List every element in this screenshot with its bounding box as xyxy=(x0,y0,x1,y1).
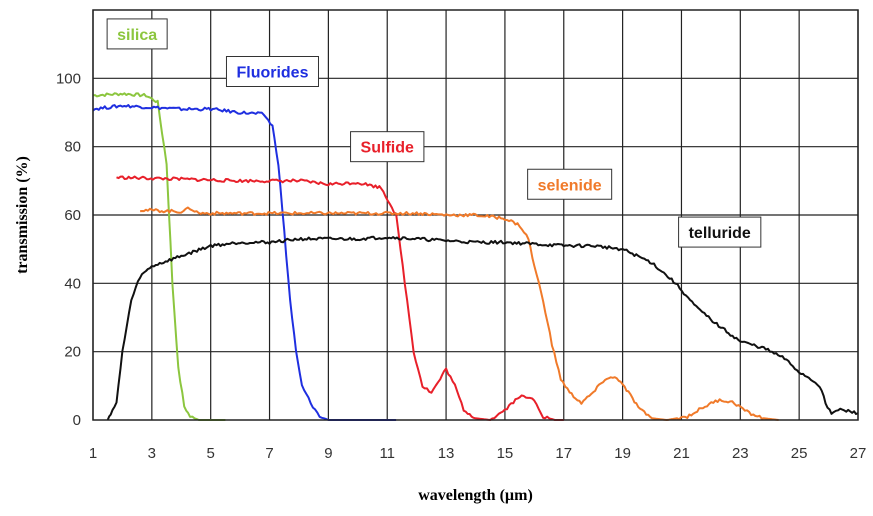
label-box xyxy=(225,56,319,87)
label-box xyxy=(678,216,762,248)
label-text: Sulfide xyxy=(361,140,414,157)
y-axis: 0 20 40 60 80 100 xyxy=(56,70,81,429)
label-box xyxy=(106,18,168,50)
x-axis: 1 3 5 7 9 11 13 15 17 19 21 23 25 27 xyxy=(89,445,867,462)
label-text: Fluorides xyxy=(236,65,308,82)
x-tick-label: 9 xyxy=(324,445,332,462)
series-line-telluride xyxy=(106,235,859,421)
series-label-selenide: selenide xyxy=(527,168,613,200)
y-tick-label: 80 xyxy=(64,139,81,156)
plot-frame xyxy=(92,9,859,421)
series-label-sulfide: Sulfide xyxy=(350,131,425,163)
series-layer xyxy=(92,92,859,421)
x-tick-label: 23 xyxy=(732,445,749,462)
y-tick-label: 20 xyxy=(64,344,81,361)
x-tick-label: 27 xyxy=(850,445,867,462)
label-box xyxy=(527,168,613,200)
series-line-silica xyxy=(92,92,226,421)
x-tick-label: 3 xyxy=(148,445,156,462)
x-tick-label: 25 xyxy=(791,445,808,462)
label-box xyxy=(350,131,425,163)
x-tick-label: 13 xyxy=(438,445,455,462)
y-tick-label: 40 xyxy=(64,275,81,292)
series-labels: silica Fluorides Sulfide selenide telluride xyxy=(106,18,762,248)
x-tick-label: 11 xyxy=(379,445,395,462)
x-tick-label: 1 xyxy=(89,445,97,462)
x-axis-title: wavelength (µm) xyxy=(418,487,533,504)
series-label-silica: silica xyxy=(106,18,168,50)
x-tick-label: 19 xyxy=(614,445,631,462)
x-tick-label: 7 xyxy=(265,445,273,462)
label-text: silica xyxy=(117,27,157,44)
y-tick-label: 0 xyxy=(73,412,81,429)
x-tick-label: 5 xyxy=(207,445,215,462)
x-tick-label: 17 xyxy=(555,445,572,462)
series-label-fluorides: Fluorides xyxy=(225,56,319,87)
label-text: telluride xyxy=(689,225,751,242)
y-tick-label: 60 xyxy=(64,207,81,224)
series-label-telluride: telluride xyxy=(678,216,762,248)
x-tick-label: 21 xyxy=(673,445,690,462)
x-tick-label: 15 xyxy=(497,445,514,462)
y-axis-title: transmission (%) xyxy=(14,156,31,274)
label-text: selenide xyxy=(538,177,602,194)
y-tick-label: 100 xyxy=(56,70,81,87)
